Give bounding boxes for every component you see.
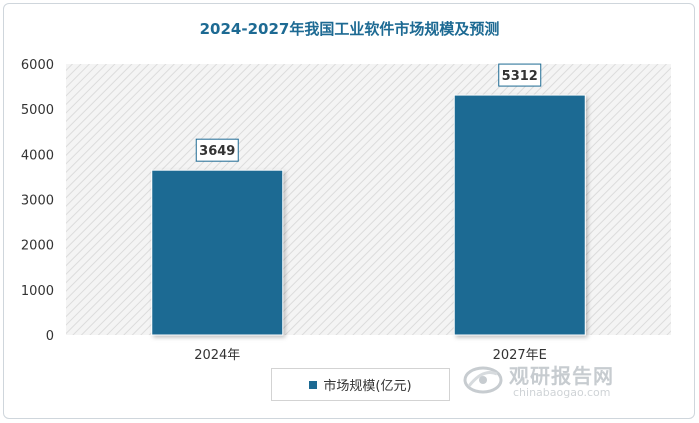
data-label-box (195, 138, 239, 162)
chart-title: 2024-2027年我国工业软件市场规模及预测 (199, 20, 500, 38)
data-label-box (498, 63, 542, 87)
data-label: 3649 (199, 144, 235, 159)
x-tick-label: 2024年 (194, 348, 240, 363)
watermark-cn: 观研报告网 (509, 364, 614, 388)
y-tick-label: 1000 (21, 284, 54, 299)
x-tick-label: 2027年E (493, 348, 547, 363)
logo-icon (463, 366, 503, 394)
data-label: 5312 (502, 69, 538, 84)
watermark: 观研报告网 chinabaogao.com (463, 358, 633, 404)
y-tick-label: 4000 (21, 148, 54, 163)
legend-label: 市场规模(亿元) (323, 379, 412, 394)
legend-swatch (309, 380, 318, 389)
y-tick-label: 2000 (21, 239, 54, 254)
bar (453, 94, 586, 336)
legend: 市场规模(亿元) (271, 368, 450, 401)
watermark-en: chinabaogao.com (513, 386, 611, 399)
y-tick-label: 3000 (21, 194, 54, 209)
y-tick-label: 6000 (21, 58, 54, 73)
y-tick-label: 5000 (21, 103, 54, 118)
bar (151, 169, 284, 336)
y-tick-label: 0 (46, 329, 54, 344)
